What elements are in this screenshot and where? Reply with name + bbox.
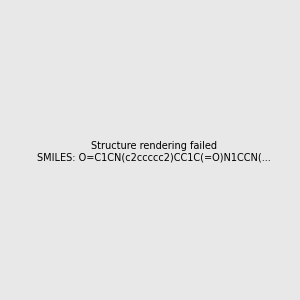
- Text: Structure rendering failed
SMILES: O=C1CN(c2ccccc2)CC1C(=O)N1CCN(...: Structure rendering failed SMILES: O=C1C…: [37, 141, 271, 162]
